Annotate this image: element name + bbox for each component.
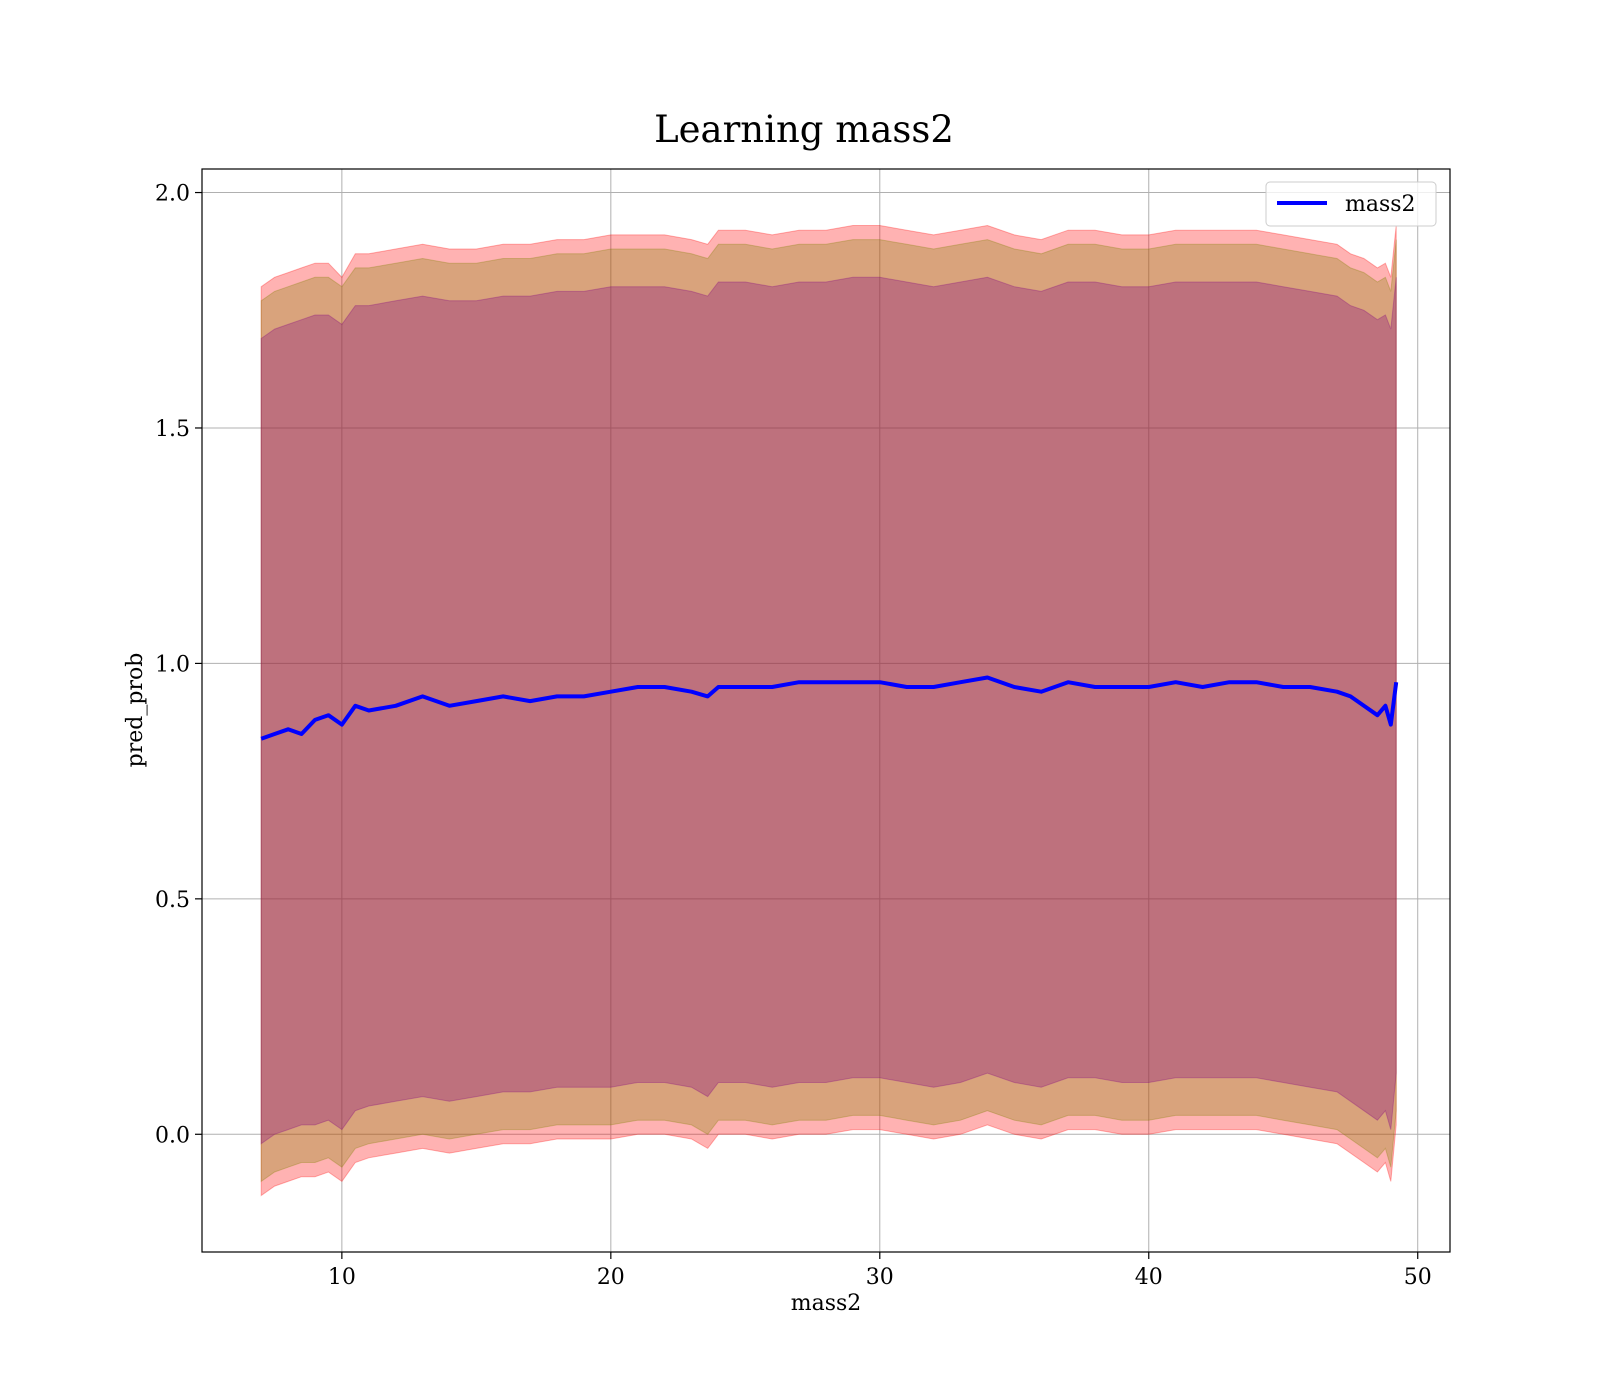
y-axis-label: pred_prob [123, 653, 148, 768]
legend-label-mass2: mass2 [1345, 192, 1416, 217]
x-axis-label: mass2 [791, 1291, 862, 1316]
x-axis-ticks: 10 20 30 40 50 [328, 1252, 1432, 1290]
y-tick-label: 2.0 [155, 182, 190, 207]
confidence-bands [260, 224, 1397, 1197]
y-tick-label: 1.5 [155, 417, 190, 442]
legend-box [1265, 181, 1437, 227]
y-tick-label: 1.0 [155, 652, 190, 677]
series-lines [260, 675, 1399, 741]
y-tick-label: 0.0 [155, 1123, 190, 1148]
grid-lines [202, 169, 1450, 1252]
x-tick-label: 30 [866, 1265, 894, 1290]
y-tick-label: 0.5 [155, 888, 190, 913]
x-tick-label: 20 [597, 1265, 625, 1290]
x-tick-label: 40 [1135, 1265, 1163, 1290]
confidence-band-2 [260, 239, 1397, 1183]
confidence-band-3 [260, 276, 1397, 1145]
series-line-mass2 [260, 675, 1399, 741]
x-tick-label: 50 [1404, 1265, 1432, 1290]
legend: mass2 [1265, 181, 1437, 227]
chart-title: Learning mass2 [654, 108, 954, 151]
y-axis-ticks: 0.0 0.5 1.0 1.5 2.0 [155, 182, 202, 1148]
x-tick-label: 10 [328, 1265, 356, 1290]
plot-frame [201, 168, 1451, 1253]
confidence-band-1 [260, 224, 1397, 1197]
